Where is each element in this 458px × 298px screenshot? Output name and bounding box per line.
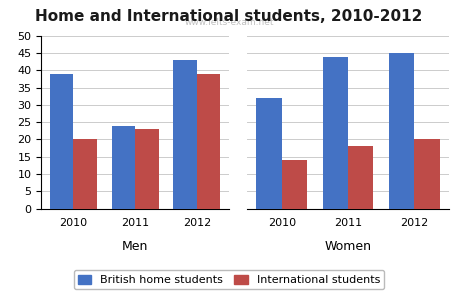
Bar (282, 160, 307, 209)
Bar (112, 126, 135, 209)
Bar (50, 74, 73, 209)
Bar (135, 129, 158, 209)
Bar (256, 98, 282, 209)
Bar (197, 74, 220, 209)
Bar (414, 139, 440, 209)
Legend: British home students, International students: British home students, International stu… (74, 270, 384, 289)
Text: Home and International students, 2010-2012: Home and International students, 2010-20… (35, 9, 423, 24)
Bar (323, 57, 348, 209)
Bar (73, 139, 97, 209)
Bar (348, 146, 373, 209)
Text: Women: Women (325, 240, 371, 253)
Text: Men: Men (122, 240, 148, 253)
Bar (174, 60, 197, 209)
Text: www.ielts-exam.net: www.ielts-exam.net (184, 18, 274, 27)
Bar (389, 53, 414, 209)
